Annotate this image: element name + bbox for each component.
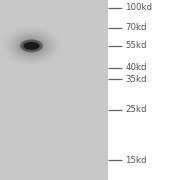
Ellipse shape — [23, 41, 40, 51]
Text: 35kd: 35kd — [125, 75, 147, 84]
Text: 40kd: 40kd — [125, 63, 147, 72]
Text: 100kd: 100kd — [125, 3, 152, 12]
Ellipse shape — [21, 39, 42, 53]
Text: 70kd: 70kd — [125, 23, 147, 32]
Text: 55kd: 55kd — [125, 41, 147, 50]
Text: 15kd: 15kd — [125, 156, 147, 165]
FancyBboxPatch shape — [108, 0, 180, 180]
Ellipse shape — [20, 39, 43, 52]
FancyBboxPatch shape — [0, 0, 108, 180]
Ellipse shape — [23, 42, 40, 50]
Text: 25kd: 25kd — [125, 105, 147, 114]
